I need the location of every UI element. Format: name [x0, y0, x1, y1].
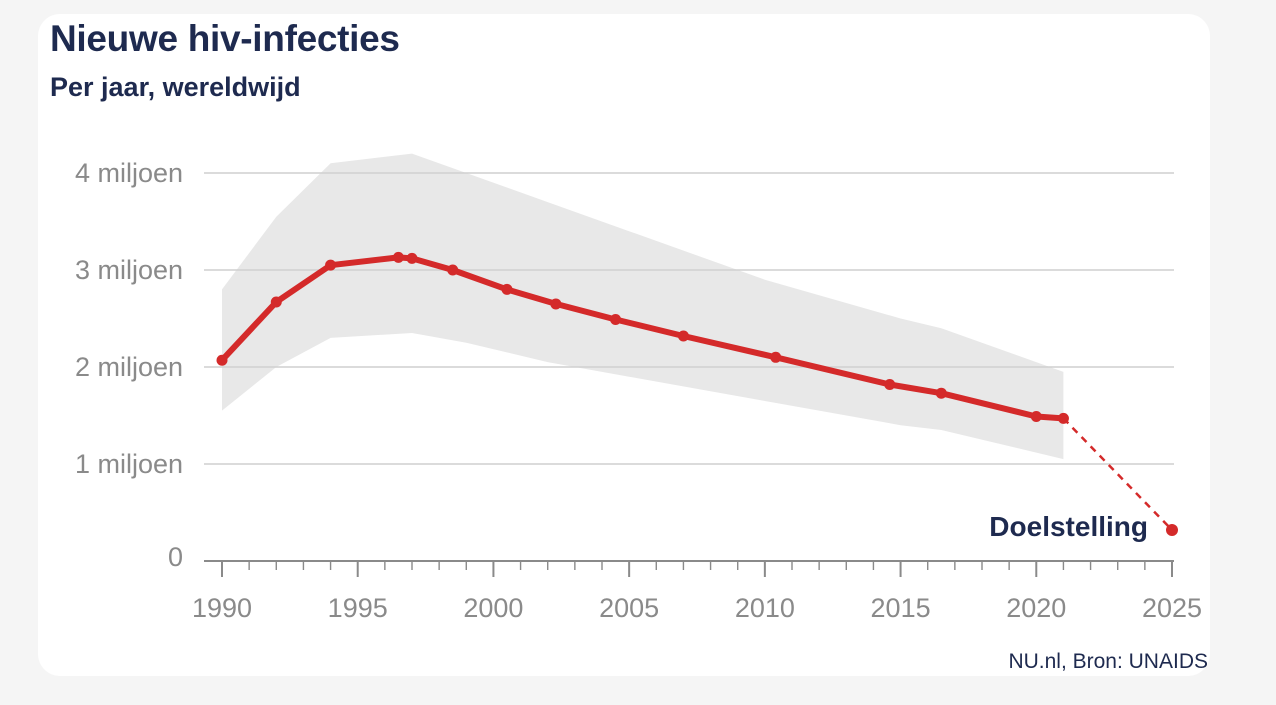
- target-point: [1166, 523, 1178, 536]
- uncertainty-band: [222, 153, 1064, 460]
- series-layer: [216, 251, 1069, 424]
- data-point-2010.4: [770, 351, 782, 363]
- y-tick-label-4: 4 miljoen: [75, 158, 183, 188]
- x-tick-label-2005: 2005: [599, 593, 659, 623]
- source-credit: NU.nl, Bron: UNAIDS: [1008, 650, 1208, 673]
- data-point-2014.6: [884, 378, 896, 390]
- x-tick-labels: 1990 1995 2000 2005 2010 2015 2020 2025: [192, 593, 1202, 623]
- x-tick-label-1995: 1995: [328, 593, 388, 623]
- x-tick-label-2015: 2015: [871, 593, 931, 623]
- y-tick-labels: 0 1 miljoen 2 miljoen 3 miljoen 4 miljoen: [75, 158, 183, 572]
- gridlines: [204, 172, 1174, 465]
- data-point-2016.5: [935, 387, 947, 399]
- target-projection: [1062, 417, 1178, 536]
- chart-title: Nieuwe hiv-infecties: [50, 18, 400, 59]
- data-point-1990: [216, 354, 228, 366]
- uncertainty-band-layer: [222, 153, 1064, 460]
- x-tick-label-2020: 2020: [1006, 593, 1066, 623]
- data-point-2000.5: [501, 283, 513, 295]
- annotations: Doelstelling: [989, 511, 1148, 542]
- y-tick-label-3: 3 miljoen: [75, 255, 183, 285]
- x-tick-label-2000: 2000: [463, 593, 523, 623]
- x-tick-label-2010: 2010: [735, 593, 795, 623]
- y-tick-label-0: 0: [168, 542, 183, 572]
- y-tick-label-2: 2 miljoen: [75, 352, 183, 382]
- data-point-2002.3: [550, 298, 562, 310]
- data-point-2007: [677, 330, 689, 342]
- data-point-2020: [1030, 410, 1042, 422]
- target-label: Doelstelling: [989, 511, 1148, 542]
- chart-subtitle: Per jaar, wereldwijd: [50, 72, 301, 102]
- data-point-1997: [406, 252, 418, 264]
- x-tick-label-2025: 2025: [1142, 593, 1202, 623]
- data-point-2021: [1057, 412, 1069, 424]
- data-point-1996.5: [392, 251, 404, 263]
- x-axis: [204, 560, 1174, 577]
- data-point-1992: [270, 296, 282, 308]
- data-point-2004.5: [610, 313, 622, 325]
- y-tick-label-1: 1 miljoen: [75, 449, 183, 479]
- x-tick-label-1990: 1990: [192, 593, 252, 623]
- data-point-1998.5: [447, 264, 459, 276]
- data-point-1994: [325, 259, 337, 271]
